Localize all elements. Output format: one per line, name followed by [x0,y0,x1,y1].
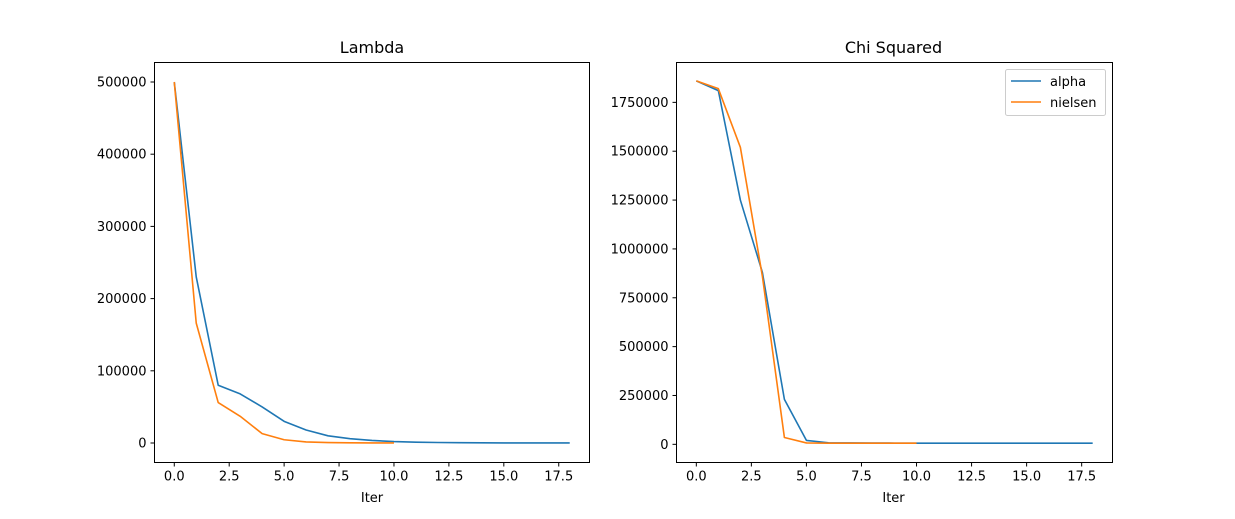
x-axis-ticks: 0.0 2.5 5.0 7.5 10.0 12.5 15.0 17.5 [686,462,1096,485]
x-axis-ticks: 0.0 2.5 5.0 7.5 10.0 12.5 15.0 17.5 [164,462,573,485]
chi-squared-chart: Chi Squared 0.0 2.5 5.0 7.5 10.0 12.5 15.0 17.5… [611,38,1113,506]
x-tick-label: 12.5 [434,470,463,485]
y-tick-label: 1500000 [611,145,669,160]
y-tick-label: 500000 [619,340,669,355]
y-axis-ticks: 0 100000 200000 300000 400000 500000 [97,75,155,452]
y-tick-label: 1750000 [611,96,669,111]
x-tick-label: 12.5 [957,470,986,485]
y-tick-label: 750000 [619,291,669,306]
x-axis-label: Iter [882,491,905,506]
x-tick-label: 0.0 [164,470,185,485]
y-tick-label: 0 [660,438,668,453]
lambda-chart: Lambda 0.0 2.5 5.0 7.5 10.0 12.5 15.0 17.5 0 100… [97,38,590,506]
chart-title: Chi Squared [845,38,942,57]
legend-alpha-label: alpha [1050,75,1086,90]
chart-title: Lambda [340,38,404,57]
nielsen-series-line [173,81,394,444]
y-tick-label: 200000 [97,292,147,307]
nielsen-series-line [696,80,917,445]
x-tick-label: 10.0 [379,470,408,485]
y-tick-label: 500000 [97,75,147,90]
alpha-series-line [173,81,570,444]
lambda-series-group [173,81,570,444]
y-tick-label: 1250000 [611,194,669,209]
legend-nielsen-label: nielsen [1050,96,1096,111]
x-tick-label: 15.0 [1012,470,1041,485]
x-tick-label: 7.5 [329,470,350,485]
x-tick-label: 5.0 [274,470,295,485]
y-tick-label: 400000 [97,148,147,163]
x-axis-label: Iter [361,491,384,506]
y-tick-label: 250000 [619,389,669,404]
chi-squared-series-group [695,80,1093,445]
y-tick-label: 300000 [97,220,147,235]
x-tick-label: 2.5 [219,470,240,485]
x-tick-label: 2.5 [741,470,762,485]
x-tick-label: 7.5 [851,470,872,485]
y-tick-label: 0 [138,437,146,452]
x-tick-label: 0.0 [686,470,707,485]
x-tick-label: 15.0 [489,470,518,485]
plot-frame [154,62,590,463]
plot-frame [676,62,1113,463]
y-tick-label: 1000000 [611,242,669,257]
x-tick-label: 5.0 [796,470,817,485]
legend: alpha nielsen [1005,69,1106,116]
x-tick-label: 17.5 [544,470,573,485]
y-tick-label: 100000 [97,364,147,379]
x-tick-label: 10.0 [902,470,931,485]
x-tick-label: 17.5 [1067,470,1096,485]
y-axis-ticks: 0 250000 500000 750000 1000000 1250000 1500000… [611,96,677,453]
